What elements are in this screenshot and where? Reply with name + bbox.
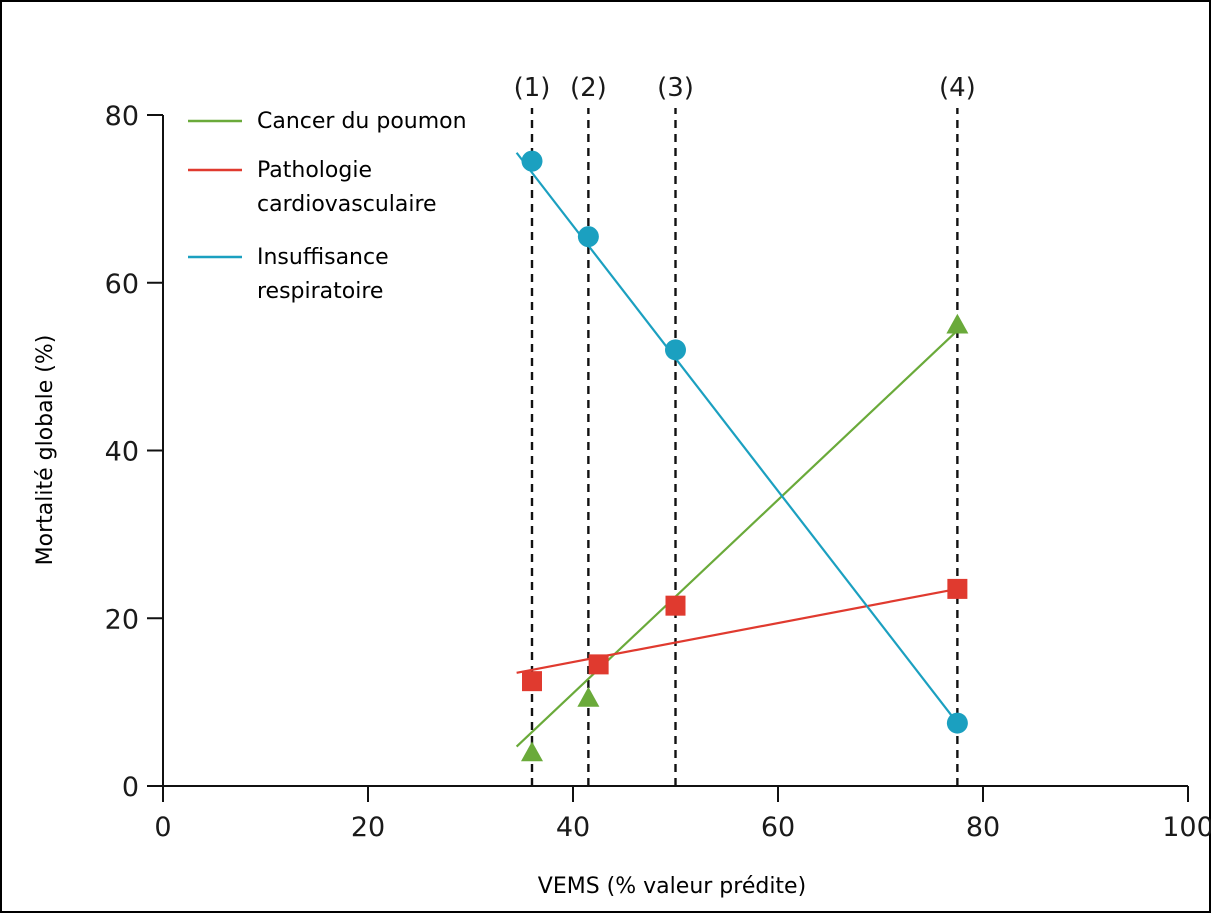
x-axis-title: VEMS (% valeur prédite) bbox=[538, 874, 806, 899]
x-tick-label: 20 bbox=[351, 812, 385, 843]
x-tick-label: 80 bbox=[966, 812, 1000, 843]
x-tick-label: 100 bbox=[1162, 812, 1211, 843]
data-point-cardio-1 bbox=[522, 671, 542, 692]
data-point-resp-2 bbox=[577, 226, 599, 248]
series-line-resp bbox=[515, 152, 959, 724]
reference-lines: (1) (2) (3) (4) bbox=[514, 73, 976, 786]
legend-item-resp: Insuffisance respiratoire bbox=[188, 245, 389, 304]
series bbox=[515, 150, 969, 762]
legend: Cancer du poumon Pathologie cardiovasculai… bbox=[188, 109, 467, 304]
y-tick-label: 80 bbox=[105, 101, 139, 132]
series-cardio bbox=[516, 578, 968, 692]
reference-line-label-4: (4) bbox=[939, 73, 976, 103]
data-point-resp-4 bbox=[946, 712, 968, 734]
reference-line-label-3: (3) bbox=[657, 73, 694, 103]
y-axis-title: Mortalité globale (%) bbox=[33, 335, 58, 566]
x-tick-label: 40 bbox=[556, 812, 590, 843]
data-point-resp-3 bbox=[665, 339, 686, 361]
y-tick-label: 20 bbox=[105, 604, 139, 635]
reference-line-label-2: (2) bbox=[570, 73, 607, 103]
data-point-cardio-3 bbox=[665, 595, 686, 616]
legend-label: cardiovasculaire bbox=[257, 192, 437, 217]
series-line-cancer bbox=[515, 329, 959, 748]
series-line-cardio bbox=[516, 587, 958, 674]
reference-line-label-1: (1) bbox=[514, 73, 551, 103]
x-tick-label: 60 bbox=[761, 812, 795, 843]
legend-label: Cancer du poumon bbox=[257, 109, 467, 134]
y-tick-label: 40 bbox=[105, 437, 139, 468]
data-point-cardio-4 bbox=[947, 578, 968, 599]
series-resp bbox=[515, 150, 968, 734]
data-point-cancer-2 bbox=[577, 686, 600, 707]
y-tick-label: 60 bbox=[105, 269, 139, 300]
legend-item-cancer: Cancer du poumon bbox=[188, 109, 467, 134]
axes: 0 20 40 60 80 0 20 40 60 80 100 bbox=[105, 101, 1211, 843]
data-point-resp-1 bbox=[521, 150, 543, 172]
legend-label: respiratoire bbox=[257, 279, 383, 304]
data-point-cancer-3 bbox=[946, 313, 969, 334]
y-tick-label: 0 bbox=[122, 772, 139, 803]
series-cancer bbox=[515, 313, 969, 762]
legend-label: Pathologie bbox=[257, 158, 372, 183]
data-point-cancer-1 bbox=[521, 741, 543, 762]
legend-item-cardio: Pathologie cardiovasculaire bbox=[188, 158, 437, 217]
legend-label: Insuffisance bbox=[257, 245, 389, 270]
x-tick-label: 0 bbox=[154, 812, 171, 843]
data-point-cardio-2 bbox=[588, 654, 609, 675]
